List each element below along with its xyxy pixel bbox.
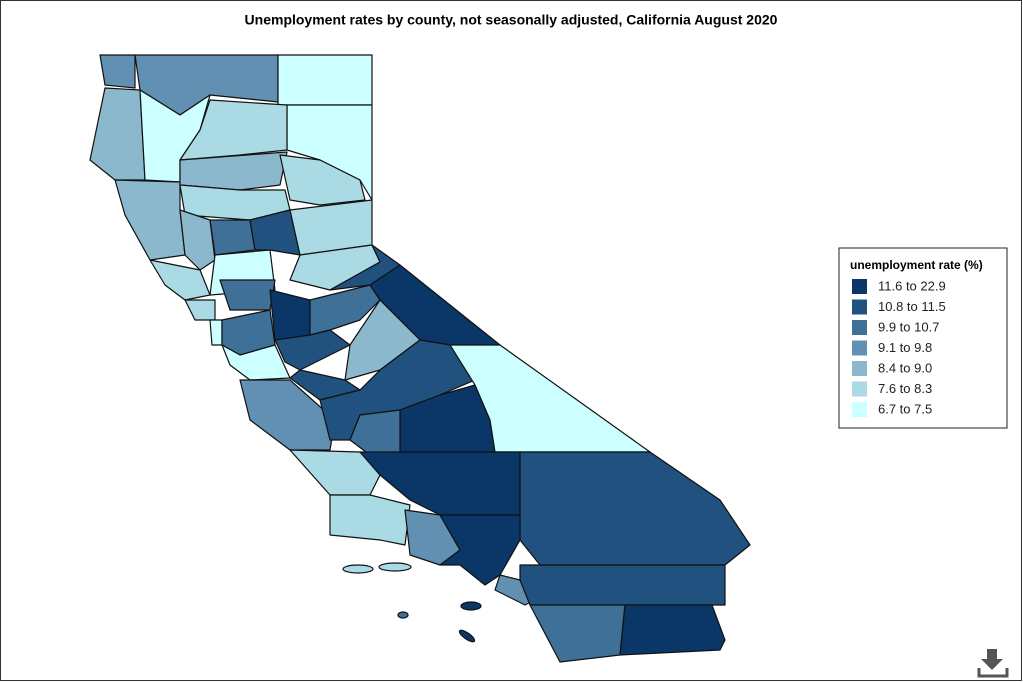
- legend-swatch: [852, 381, 867, 397]
- county: [619, 604, 726, 656]
- legend-label: 6.7 to 7.5: [878, 401, 932, 416]
- county: [99, 54, 136, 89]
- legend-swatch: [852, 279, 867, 294]
- download-icon[interactable]: [975, 645, 1011, 678]
- county: [439, 514, 521, 586]
- download-arrow: [981, 649, 1003, 670]
- island: [378, 562, 412, 572]
- county: [179, 151, 288, 191]
- legend-swatch: [852, 320, 867, 335]
- legend-swatch: [852, 340, 867, 356]
- county: [209, 219, 256, 256]
- legend-label: 7.6 to 8.3: [878, 381, 932, 396]
- legend-box: [838, 247, 1008, 429]
- county: [149, 259, 211, 301]
- county: [249, 209, 301, 256]
- county: [519, 564, 726, 606]
- map-title: Unemployment rates by county, not season…: [245, 12, 778, 28]
- download-tray: [977, 668, 1009, 678]
- county: [329, 244, 401, 291]
- legend-swatch: [852, 402, 867, 417]
- legend-swatch: [852, 299, 867, 315]
- legend-label: 9.1 to 9.8: [878, 340, 932, 355]
- island: [342, 564, 374, 574]
- legend: unemployment rate (%) 11.6 to 22.9 10.8 t…: [838, 247, 1008, 429]
- legend-title: unemployment rate (%): [850, 258, 983, 272]
- county: [209, 319, 223, 346]
- island: [458, 629, 476, 643]
- county: [289, 369, 361, 401]
- legend-swatch: [852, 361, 867, 376]
- county: [239, 379, 336, 451]
- county: [219, 279, 276, 311]
- legend-label: 10.8 to 11.5: [878, 299, 946, 314]
- island: [397, 611, 409, 619]
- legend-label: 11.6 to 22.9: [878, 278, 946, 293]
- island: [460, 601, 482, 611]
- county: [289, 449, 381, 496]
- county: [279, 154, 366, 206]
- county: [179, 209, 216, 271]
- county: [277, 54, 373, 106]
- county: [329, 494, 411, 546]
- county: [319, 339, 476, 441]
- legend-label: 9.9 to 10.7: [878, 319, 939, 334]
- legend-label: 8.4 to 9.0: [878, 360, 932, 375]
- county-map: [89, 54, 751, 663]
- county: [519, 451, 751, 566]
